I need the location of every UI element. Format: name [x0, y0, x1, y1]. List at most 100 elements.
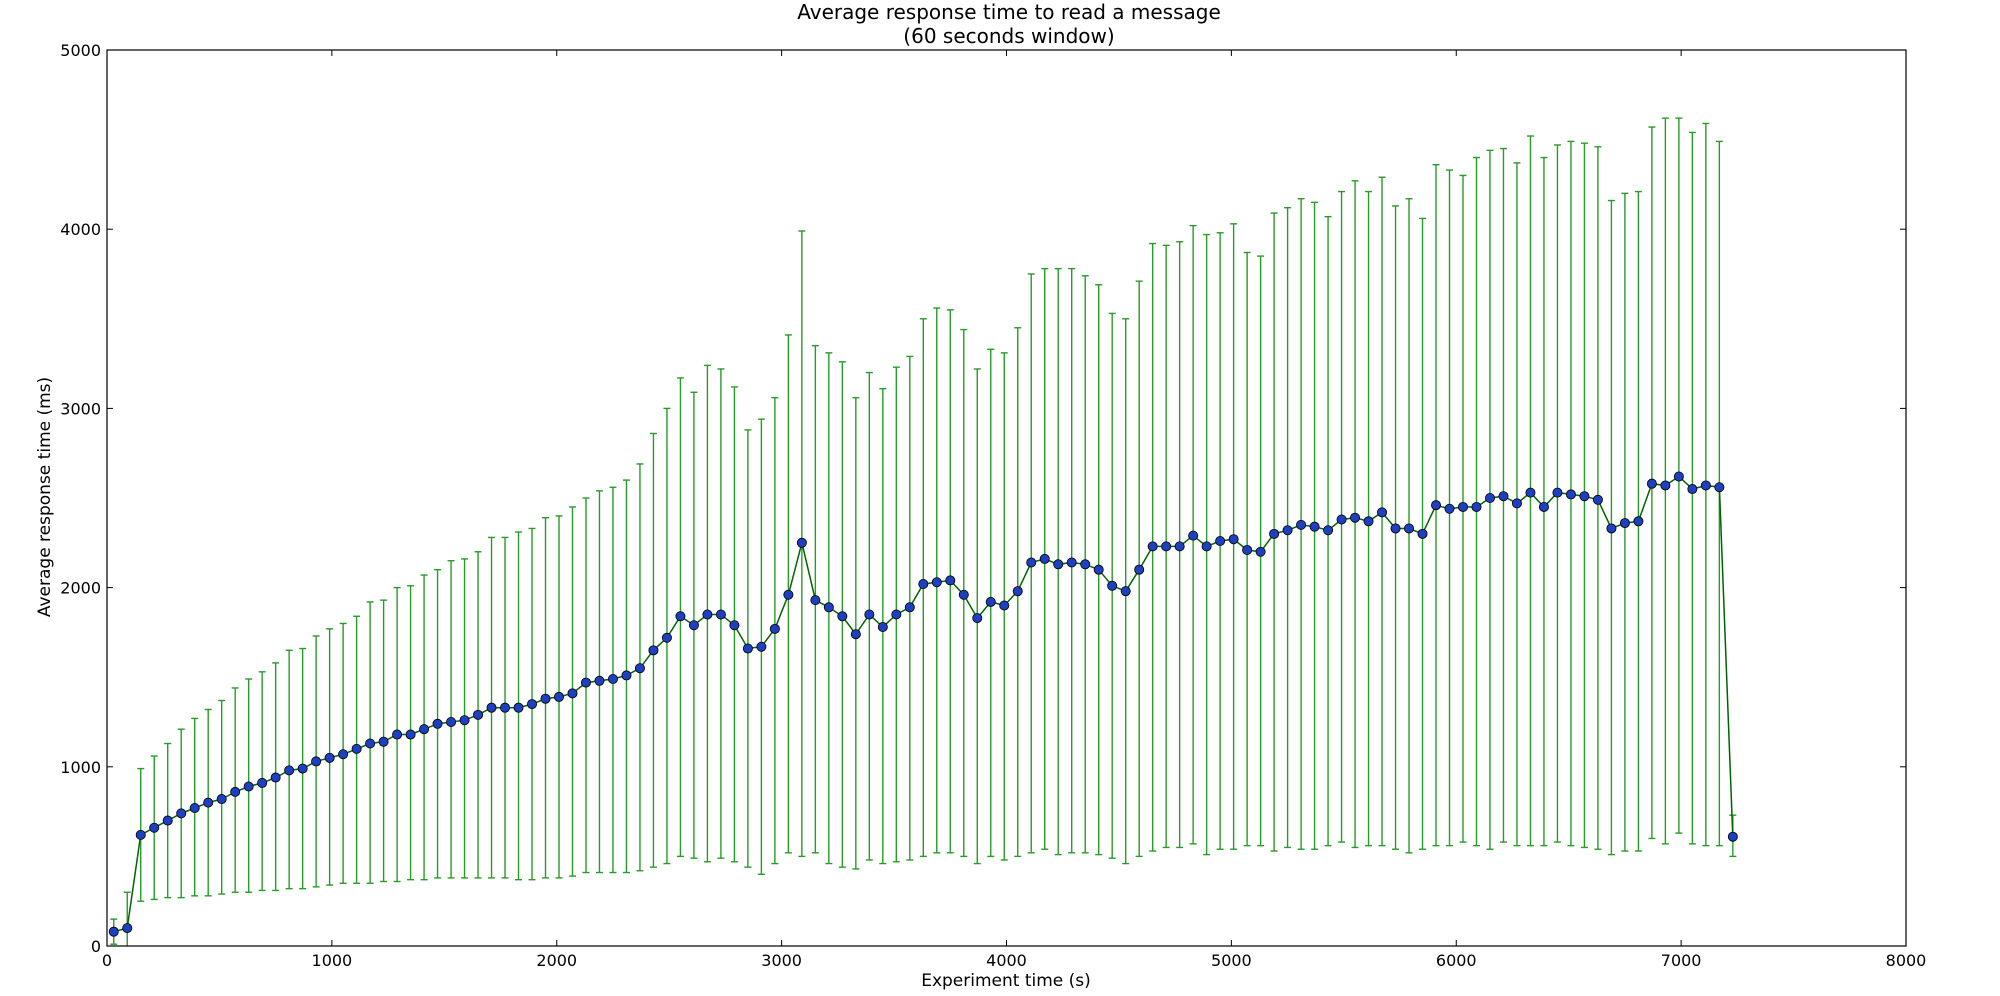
- data-point: [958, 589, 969, 600]
- data-point: [1552, 487, 1563, 498]
- data-point: [594, 675, 605, 686]
- data-point: [756, 641, 767, 652]
- data-point: [1525, 487, 1536, 498]
- data-point: [904, 602, 915, 613]
- data-point: [122, 923, 133, 934]
- data-point: [972, 613, 983, 624]
- data-point: [1174, 541, 1185, 552]
- data-point: [432, 718, 443, 729]
- data-point: [580, 677, 591, 688]
- data-point: [567, 688, 578, 699]
- x-tick-label: 2000: [536, 951, 577, 970]
- data-point: [891, 609, 902, 620]
- data-point: [1026, 557, 1037, 568]
- x-tick-label: 8000: [1886, 951, 1927, 970]
- data-point: [1147, 541, 1158, 552]
- data-point: [203, 797, 214, 808]
- data-point: [270, 772, 281, 783]
- data-point: [1377, 507, 1388, 518]
- data-point: [1012, 586, 1023, 597]
- data-point: [1080, 559, 1091, 570]
- data-point: [729, 620, 740, 631]
- data-point: [1404, 523, 1415, 534]
- data-point: [324, 752, 335, 763]
- error-bar: [1540, 156, 1548, 847]
- data-point: [189, 803, 200, 814]
- data-point: [1323, 525, 1334, 536]
- data-point: [1161, 541, 1172, 552]
- data-point: [459, 715, 470, 726]
- data-point: [810, 595, 821, 606]
- data-point: [216, 794, 227, 805]
- data-point: [1242, 544, 1253, 555]
- data-point: [702, 609, 713, 620]
- chart-title: Average response time to read a message: [797, 0, 1221, 24]
- plot-frame: [106, 49, 1907, 947]
- x-axis-label: Experiment time (s): [921, 971, 1091, 991]
- data-point: [540, 693, 551, 704]
- y-tick-label: 3000: [60, 399, 101, 418]
- data-point: [1390, 523, 1401, 534]
- data-point: [1255, 546, 1266, 557]
- data-point: [1687, 484, 1698, 495]
- data-point: [621, 670, 632, 681]
- data-point: [877, 622, 888, 633]
- data-point: [1282, 525, 1293, 536]
- data-point: [553, 691, 564, 702]
- data-point: [769, 623, 780, 634]
- data-point: [1673, 471, 1684, 482]
- data-point: [1053, 559, 1064, 570]
- data-point: [1336, 514, 1347, 525]
- data-point: [796, 537, 807, 548]
- data-point: [1457, 501, 1468, 512]
- data-point: [1646, 478, 1657, 489]
- data-point: [1066, 557, 1077, 568]
- data-point: [351, 743, 362, 754]
- data-point: [513, 702, 524, 713]
- data-point: [446, 717, 457, 728]
- data-point: [634, 663, 645, 674]
- x-tick-label: 4000: [986, 951, 1027, 970]
- data-point: [1619, 518, 1630, 529]
- data-point: [1228, 534, 1239, 545]
- data-point: [1093, 564, 1104, 575]
- data-point: [1431, 500, 1442, 511]
- data-point: [176, 808, 187, 819]
- data-point: [1215, 536, 1226, 547]
- data-point: [311, 756, 322, 767]
- data-point: [230, 786, 241, 797]
- data-point: [783, 589, 794, 600]
- data-point: [1363, 516, 1374, 527]
- data-point: [688, 620, 699, 631]
- data-point: [945, 575, 956, 586]
- data-point: [837, 611, 848, 622]
- data-point: [1579, 491, 1590, 502]
- data-point: [1120, 586, 1131, 597]
- data-point: [1309, 521, 1320, 532]
- x-tick-label: 1000: [312, 951, 353, 970]
- data-point: [338, 749, 349, 760]
- error-bar: [1472, 156, 1480, 847]
- data-point: [1134, 564, 1145, 575]
- data-point: [1484, 492, 1495, 503]
- data-point: [500, 702, 511, 713]
- x-tick-label: 7000: [1661, 951, 1702, 970]
- data-point: [378, 736, 389, 747]
- y-tick-label: 4000: [60, 220, 101, 239]
- data-point: [1727, 831, 1738, 842]
- data-point: [1444, 503, 1455, 514]
- data-point: [108, 926, 119, 937]
- data-point: [257, 777, 268, 788]
- data-point: [1269, 528, 1280, 539]
- data-point: [1592, 494, 1603, 505]
- x-tick-label: 0: [102, 951, 112, 970]
- data-point: [1633, 516, 1644, 527]
- data-point: [1296, 519, 1307, 530]
- data-point: [1498, 491, 1509, 502]
- data-point: [661, 632, 672, 643]
- data-point: [918, 579, 929, 590]
- data-point: [823, 602, 834, 613]
- y-axis-label: Average response time (ms): [35, 377, 55, 617]
